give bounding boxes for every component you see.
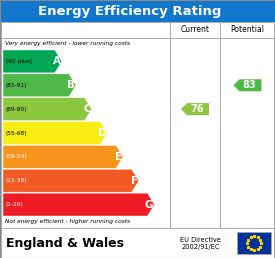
Text: (92 plus): (92 plus) <box>6 59 32 64</box>
Text: Current: Current <box>180 26 210 35</box>
Bar <box>237 232 271 254</box>
Polygon shape <box>3 122 107 144</box>
Text: B: B <box>67 80 75 90</box>
Text: (55-68): (55-68) <box>6 131 28 135</box>
Polygon shape <box>3 169 139 192</box>
Text: Potential: Potential <box>230 26 265 35</box>
Text: (39-54): (39-54) <box>6 154 28 159</box>
Text: (21-38): (21-38) <box>6 178 28 183</box>
Text: C: C <box>83 104 91 114</box>
Text: EU Directive
2002/91/EC: EU Directive 2002/91/EC <box>180 237 221 249</box>
Text: A: A <box>53 57 61 66</box>
Polygon shape <box>3 193 155 216</box>
Text: England & Wales: England & Wales <box>6 237 124 249</box>
Bar <box>1 22 274 228</box>
Bar <box>1 228 274 258</box>
Text: Not energy efficient - higher running costs: Not energy efficient - higher running co… <box>5 220 130 224</box>
Polygon shape <box>181 103 209 115</box>
Text: E: E <box>115 152 122 162</box>
Polygon shape <box>3 98 92 120</box>
Text: Very energy efficient - lower running costs: Very energy efficient - lower running co… <box>5 42 130 46</box>
Text: 83: 83 <box>243 80 256 90</box>
Text: (1-20): (1-20) <box>6 202 24 207</box>
Text: (81-91): (81-91) <box>6 83 28 88</box>
Polygon shape <box>3 50 62 73</box>
Text: (69-80): (69-80) <box>6 107 28 112</box>
Text: 76: 76 <box>190 104 204 114</box>
Text: Energy Efficiency Rating: Energy Efficiency Rating <box>38 4 221 18</box>
Text: D: D <box>98 128 106 138</box>
Text: G: G <box>145 200 153 209</box>
Polygon shape <box>233 79 262 91</box>
Bar <box>0 0 275 22</box>
Polygon shape <box>3 146 123 168</box>
Polygon shape <box>3 74 76 97</box>
Text: F: F <box>131 176 138 186</box>
